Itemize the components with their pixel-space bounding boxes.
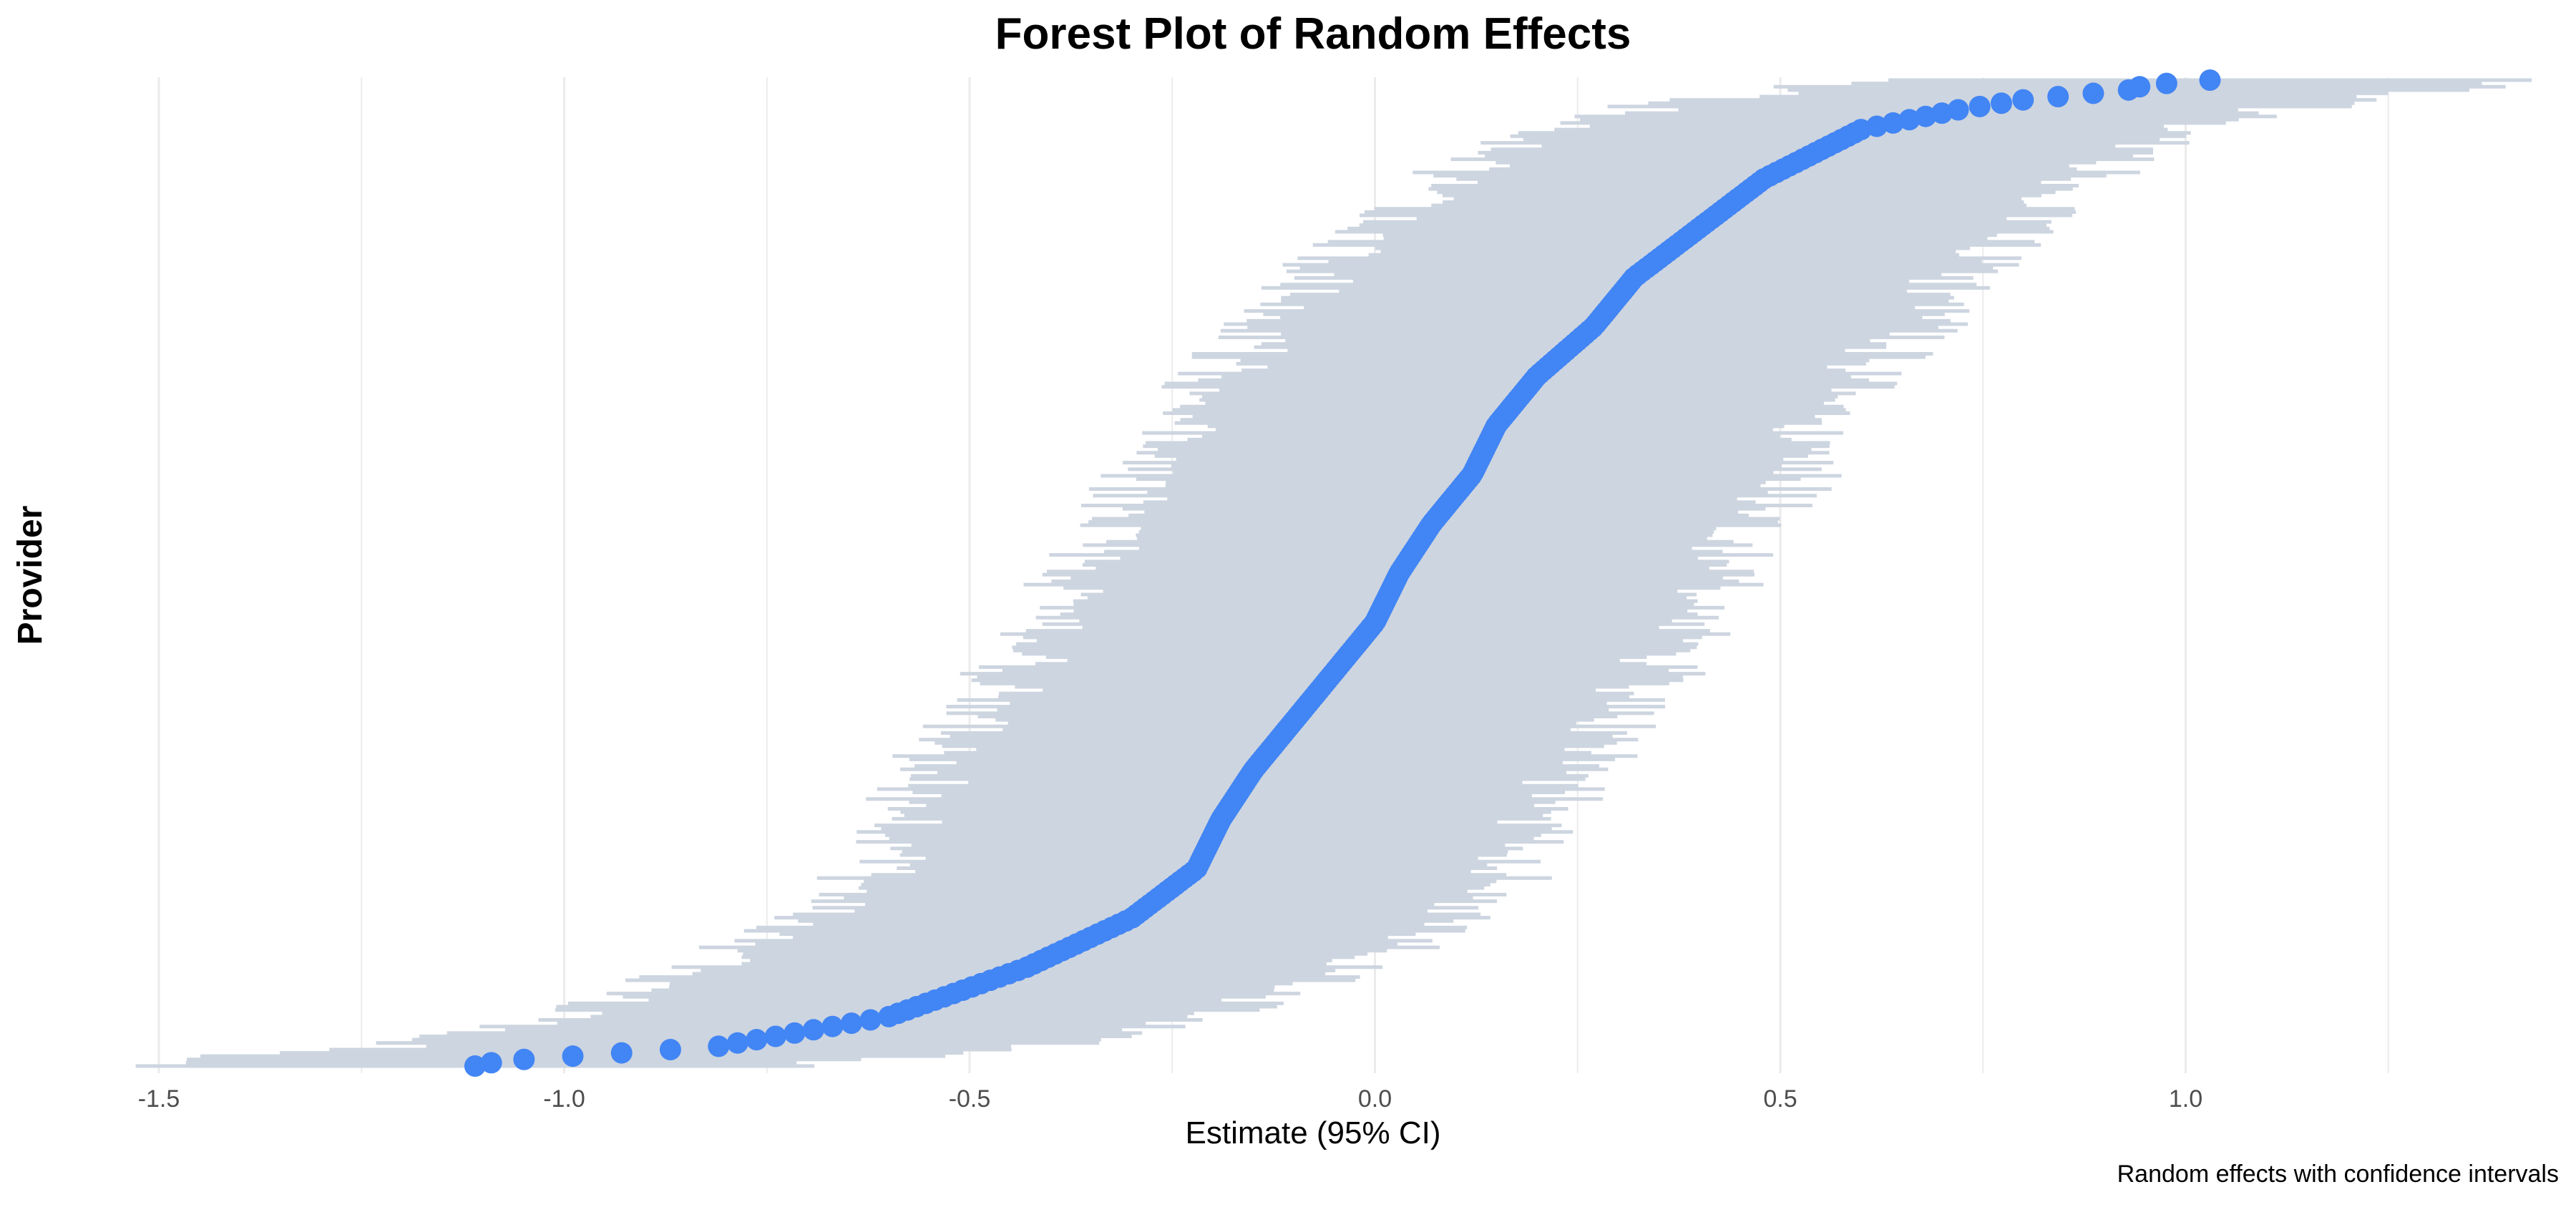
estimate-point (708, 1035, 730, 1057)
x-tick-label: 0.0 (1358, 1085, 1392, 1113)
estimate-point (1990, 92, 2012, 114)
x-tick-label: 0.5 (1763, 1085, 1797, 1113)
estimate-point (464, 1055, 486, 1077)
estimate-point (840, 1012, 862, 1035)
estimate-point (1968, 95, 1991, 117)
estimate-points (464, 69, 2221, 1077)
x-tick-label: -1.5 (138, 1085, 180, 1113)
chart-title: Forest Plot of Random Effects (995, 9, 1631, 59)
estimate-point (1931, 102, 1953, 124)
estimate-point (859, 1009, 882, 1031)
estimate-point (764, 1025, 786, 1047)
x-tick-label: -1.0 (543, 1085, 585, 1113)
estimate-point (659, 1038, 681, 1060)
estimate-point (746, 1029, 768, 1051)
estimate-point (1947, 99, 1969, 121)
estimate-point (1865, 115, 1888, 137)
confidence-intervals (135, 78, 2532, 1068)
x-tick-label: -0.5 (949, 1085, 991, 1113)
x-tick-label: 1.0 (2169, 1085, 2202, 1113)
x-axis-ticks: -1.5 -1.0 -0.5 0.0 0.5 1.0 (138, 1085, 2202, 1113)
chart-caption: Random effects with confidence intervals (2117, 1160, 2559, 1188)
estimate-point (2012, 89, 2034, 111)
estimate-point (726, 1032, 748, 1054)
estimate-point (2129, 76, 2151, 98)
estimate-point (562, 1045, 584, 1067)
estimate-point (480, 1052, 502, 1074)
estimate-point (2155, 72, 2177, 94)
estimate-point (1898, 109, 1921, 131)
estimate-point (2082, 82, 2104, 104)
estimate-point (784, 1022, 806, 1044)
estimate-point (610, 1042, 633, 1064)
estimate-point (802, 1019, 824, 1041)
estimate-point (1915, 105, 1937, 127)
estimate-point (513, 1048, 535, 1070)
estimate-point (2199, 69, 2221, 91)
x-axis-title: Estimate (95% CI) (1186, 1115, 1441, 1150)
estimate-point (1882, 112, 1904, 134)
estimate-point (2047, 86, 2069, 108)
y-axis-title: Provider (11, 506, 49, 645)
estimate-point (821, 1015, 844, 1037)
